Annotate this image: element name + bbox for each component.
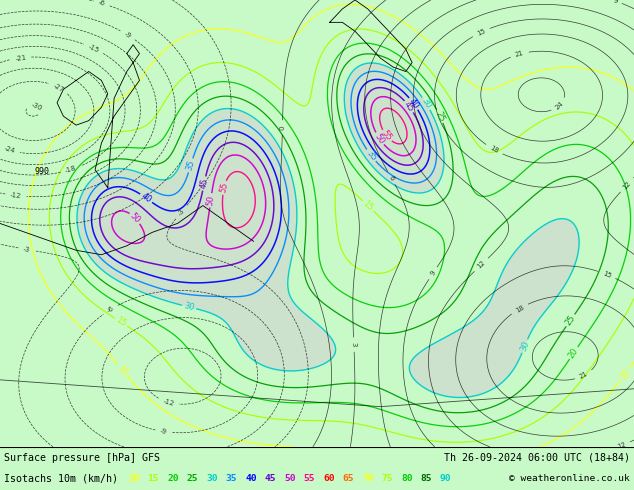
Text: 12: 12 bbox=[622, 180, 632, 190]
Text: 9: 9 bbox=[429, 270, 437, 277]
Text: -3: -3 bbox=[23, 246, 30, 253]
Text: 55: 55 bbox=[304, 474, 315, 484]
Text: -9: -9 bbox=[160, 428, 167, 435]
Text: 25: 25 bbox=[434, 110, 446, 123]
Text: 50: 50 bbox=[373, 132, 386, 146]
Text: 45: 45 bbox=[198, 177, 210, 190]
Text: 50: 50 bbox=[284, 474, 295, 484]
Text: 55: 55 bbox=[380, 129, 394, 143]
Text: 6: 6 bbox=[387, 174, 395, 181]
Text: -6: -6 bbox=[98, 0, 106, 7]
Text: 10: 10 bbox=[115, 363, 129, 377]
Text: 65: 65 bbox=[342, 474, 354, 484]
Text: -9: -9 bbox=[123, 31, 133, 39]
Text: 12: 12 bbox=[616, 441, 626, 450]
Text: 50: 50 bbox=[205, 195, 216, 206]
Text: -3: -3 bbox=[177, 208, 186, 217]
Text: 60: 60 bbox=[323, 474, 335, 484]
Text: 45: 45 bbox=[264, 474, 276, 484]
Text: -30: -30 bbox=[30, 101, 43, 112]
Text: 55: 55 bbox=[219, 182, 230, 194]
Text: 15: 15 bbox=[476, 27, 486, 37]
Text: -6: -6 bbox=[106, 305, 115, 314]
Text: 990: 990 bbox=[35, 167, 50, 176]
Text: 18: 18 bbox=[489, 145, 500, 154]
Text: -21: -21 bbox=[15, 54, 27, 62]
Text: 25: 25 bbox=[564, 314, 577, 327]
Text: 21: 21 bbox=[515, 50, 525, 58]
Text: 90: 90 bbox=[440, 474, 451, 484]
Text: 85: 85 bbox=[420, 474, 432, 484]
Text: 40: 40 bbox=[245, 474, 257, 484]
Text: 25: 25 bbox=[186, 474, 198, 484]
Text: 70: 70 bbox=[362, 474, 373, 484]
Text: 20: 20 bbox=[567, 346, 580, 360]
Text: Surface pressure [hPa] GFS: Surface pressure [hPa] GFS bbox=[4, 453, 160, 463]
Text: 24: 24 bbox=[554, 100, 564, 111]
Text: 0: 0 bbox=[280, 125, 285, 130]
Text: -12: -12 bbox=[10, 192, 22, 199]
Text: 3: 3 bbox=[351, 342, 357, 347]
Text: 30: 30 bbox=[206, 474, 217, 484]
Text: -24: -24 bbox=[3, 146, 16, 155]
Text: 15: 15 bbox=[148, 474, 159, 484]
Text: 21: 21 bbox=[578, 371, 589, 380]
Text: 20: 20 bbox=[167, 474, 179, 484]
Text: -27: -27 bbox=[53, 82, 65, 93]
Text: 30: 30 bbox=[420, 97, 433, 111]
Text: -15: -15 bbox=[87, 43, 100, 53]
Text: 40: 40 bbox=[407, 97, 420, 111]
Text: 40: 40 bbox=[139, 192, 153, 205]
Text: 9: 9 bbox=[612, 0, 618, 4]
Text: -18: -18 bbox=[65, 165, 77, 174]
Text: 15: 15 bbox=[602, 270, 612, 279]
Text: 50: 50 bbox=[128, 211, 142, 225]
Text: 12: 12 bbox=[476, 260, 486, 270]
Text: 35: 35 bbox=[365, 148, 378, 163]
Text: 35: 35 bbox=[184, 159, 197, 172]
Text: 75: 75 bbox=[382, 474, 393, 484]
Text: Isotachs 10m (km/h): Isotachs 10m (km/h) bbox=[4, 474, 118, 484]
Text: 30: 30 bbox=[183, 301, 195, 313]
Text: 80: 80 bbox=[401, 474, 413, 484]
Text: 35: 35 bbox=[226, 474, 237, 484]
Text: 10: 10 bbox=[128, 474, 139, 484]
Text: 15: 15 bbox=[361, 199, 375, 213]
Text: Th 26-09-2024 06:00 UTC (18+84): Th 26-09-2024 06:00 UTC (18+84) bbox=[444, 453, 630, 463]
Text: -12: -12 bbox=[162, 398, 175, 407]
Text: 15: 15 bbox=[114, 316, 128, 329]
Text: 10: 10 bbox=[618, 367, 632, 381]
Text: 45: 45 bbox=[403, 99, 416, 113]
Text: 30: 30 bbox=[519, 340, 531, 353]
Text: 18: 18 bbox=[514, 304, 525, 314]
Text: © weatheronline.co.uk: © weatheronline.co.uk bbox=[509, 474, 630, 484]
